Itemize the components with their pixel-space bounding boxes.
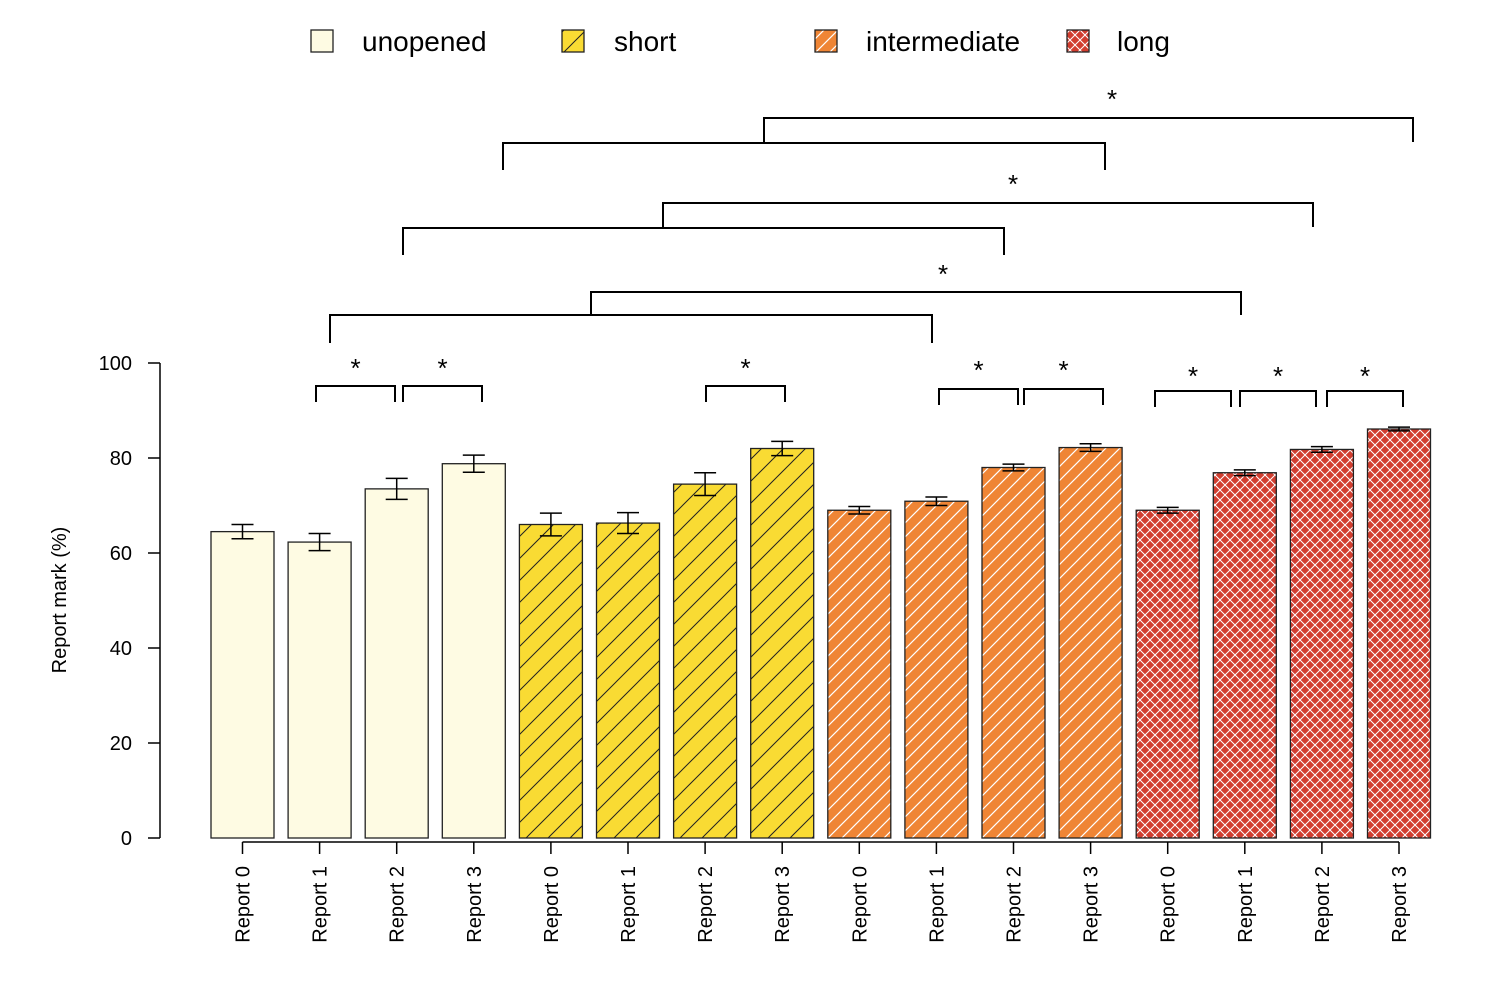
significance-star: * bbox=[350, 353, 360, 383]
significance-star: * bbox=[1008, 169, 1018, 199]
error-bar bbox=[539, 512, 562, 537]
x-tick-label: Report 1 bbox=[1235, 866, 1257, 943]
bar-unopened-report-2 bbox=[364, 488, 429, 839]
error-bar bbox=[617, 511, 639, 535]
legend-item-intermediate: intermediate bbox=[814, 26, 1020, 57]
y-tick-label: 20 bbox=[110, 733, 132, 755]
error-bar bbox=[1002, 463, 1025, 472]
bar-long-report-0 bbox=[1135, 509, 1200, 839]
significance-bracket: * bbox=[315, 353, 396, 402]
bar-short-report-2 bbox=[672, 483, 738, 839]
bar-intermediate-report-2 bbox=[981, 466, 1046, 839]
significance-star: * bbox=[437, 353, 447, 383]
y-tick-label: 60 bbox=[110, 543, 132, 565]
significance-bracket: * bbox=[402, 353, 483, 402]
significance-star: * bbox=[938, 259, 948, 289]
error-bar bbox=[462, 454, 485, 473]
significance-star: * bbox=[973, 355, 983, 385]
error-bar bbox=[1233, 469, 1256, 477]
significance-star: * bbox=[1273, 361, 1283, 391]
x-tick-label: Report 0 bbox=[541, 866, 563, 943]
significance-star: * bbox=[1360, 361, 1370, 391]
y-axis: 0 20 40 60 80 100 bbox=[99, 353, 161, 850]
y-tick-label: 40 bbox=[110, 638, 132, 660]
error-bar bbox=[231, 523, 254, 540]
group-significance-bracket: * bbox=[502, 84, 1414, 170]
significance-star: * bbox=[1188, 361, 1198, 391]
error-bar bbox=[385, 477, 408, 501]
bar-unopened-report-0 bbox=[210, 530, 275, 839]
legend-item-long: long bbox=[1066, 26, 1170, 57]
legend-label: long bbox=[1117, 26, 1170, 57]
significance-brackets: * * * * * * * * * * * bbox=[315, 84, 1414, 407]
significance-bracket: * bbox=[1326, 361, 1404, 407]
x-tick-label: Report 3 bbox=[772, 866, 794, 943]
legend: unopened short intermediate long bbox=[310, 26, 1170, 57]
x-tick-label: Report 0 bbox=[233, 866, 255, 943]
significance-bracket: * bbox=[1239, 361, 1317, 407]
significance-bracket: * bbox=[938, 355, 1019, 405]
error-bar bbox=[771, 440, 794, 457]
x-tick-label: Report 3 bbox=[464, 866, 486, 943]
x-tick-label: Report 1 bbox=[618, 866, 640, 943]
bar-long-report-2 bbox=[1289, 448, 1355, 839]
y-tick-label: 0 bbox=[121, 828, 132, 850]
x-tick-label: Report 2 bbox=[387, 866, 409, 943]
bar-long-report-3 bbox=[1366, 428, 1432, 839]
legend-item-short: short bbox=[561, 26, 676, 57]
x-tick-label: Report 1 bbox=[310, 866, 332, 943]
x-tick-label: Report 2 bbox=[695, 866, 717, 943]
bar-unopened-report-3 bbox=[441, 463, 506, 839]
bar-long-report-1 bbox=[1212, 472, 1277, 839]
x-tick-label: Report 2 bbox=[1004, 866, 1026, 943]
legend-swatch bbox=[814, 29, 838, 53]
bar-intermediate-report-0 bbox=[827, 509, 892, 839]
error-bar bbox=[1156, 506, 1179, 514]
legend-label: unopened bbox=[362, 26, 487, 57]
x-tick-label: Report 2 bbox=[1312, 866, 1334, 943]
significance-bracket: * bbox=[1154, 361, 1232, 407]
error-bar bbox=[694, 471, 717, 497]
significance-bracket: * bbox=[705, 353, 786, 402]
legend-swatch bbox=[1066, 29, 1090, 53]
error-bar bbox=[1079, 443, 1102, 453]
y-axis-title: Report mark (%) bbox=[49, 527, 71, 674]
x-tick-label: Report 3 bbox=[1389, 866, 1411, 943]
error-bar bbox=[308, 532, 331, 552]
bar-intermediate-report-1 bbox=[904, 500, 969, 839]
x-axis: Report 0 Report 1 Report 2 Report 3 Report 0… bbox=[233, 841, 1411, 943]
x-tick-label: Report 0 bbox=[1158, 866, 1180, 943]
y-tick-label: 100 bbox=[99, 353, 132, 375]
significance-star: * bbox=[1058, 355, 1068, 385]
bar-intermediate-report-3 bbox=[1058, 446, 1123, 839]
bar-short-report-1 bbox=[595, 522, 661, 839]
legend-label: intermediate bbox=[866, 26, 1020, 57]
significance-star: * bbox=[740, 353, 750, 383]
x-tick-label: Report 1 bbox=[926, 866, 948, 943]
bar-short-report-0 bbox=[518, 523, 584, 839]
error-bar bbox=[925, 496, 948, 507]
group-significance-bracket: * bbox=[402, 169, 1314, 255]
legend-item-unopened: unopened bbox=[310, 26, 487, 57]
error-bar bbox=[1310, 445, 1333, 454]
x-tick-label: Report 0 bbox=[849, 866, 871, 943]
legend-label: short bbox=[614, 26, 676, 57]
significance-bracket: * bbox=[1023, 355, 1104, 405]
legend-swatch bbox=[310, 29, 334, 53]
x-tick-label: Report 3 bbox=[1081, 866, 1103, 943]
bars bbox=[210, 426, 1432, 839]
error-bar bbox=[848, 505, 871, 515]
y-tick-label: 80 bbox=[110, 448, 132, 470]
group-significance-bracket: * bbox=[329, 259, 1242, 343]
legend-swatch bbox=[561, 29, 585, 53]
significance-star: * bbox=[1107, 84, 1117, 114]
bar-unopened-report-1 bbox=[287, 541, 352, 839]
bar-short-report-3 bbox=[750, 447, 815, 839]
error-bar bbox=[1388, 426, 1410, 432]
